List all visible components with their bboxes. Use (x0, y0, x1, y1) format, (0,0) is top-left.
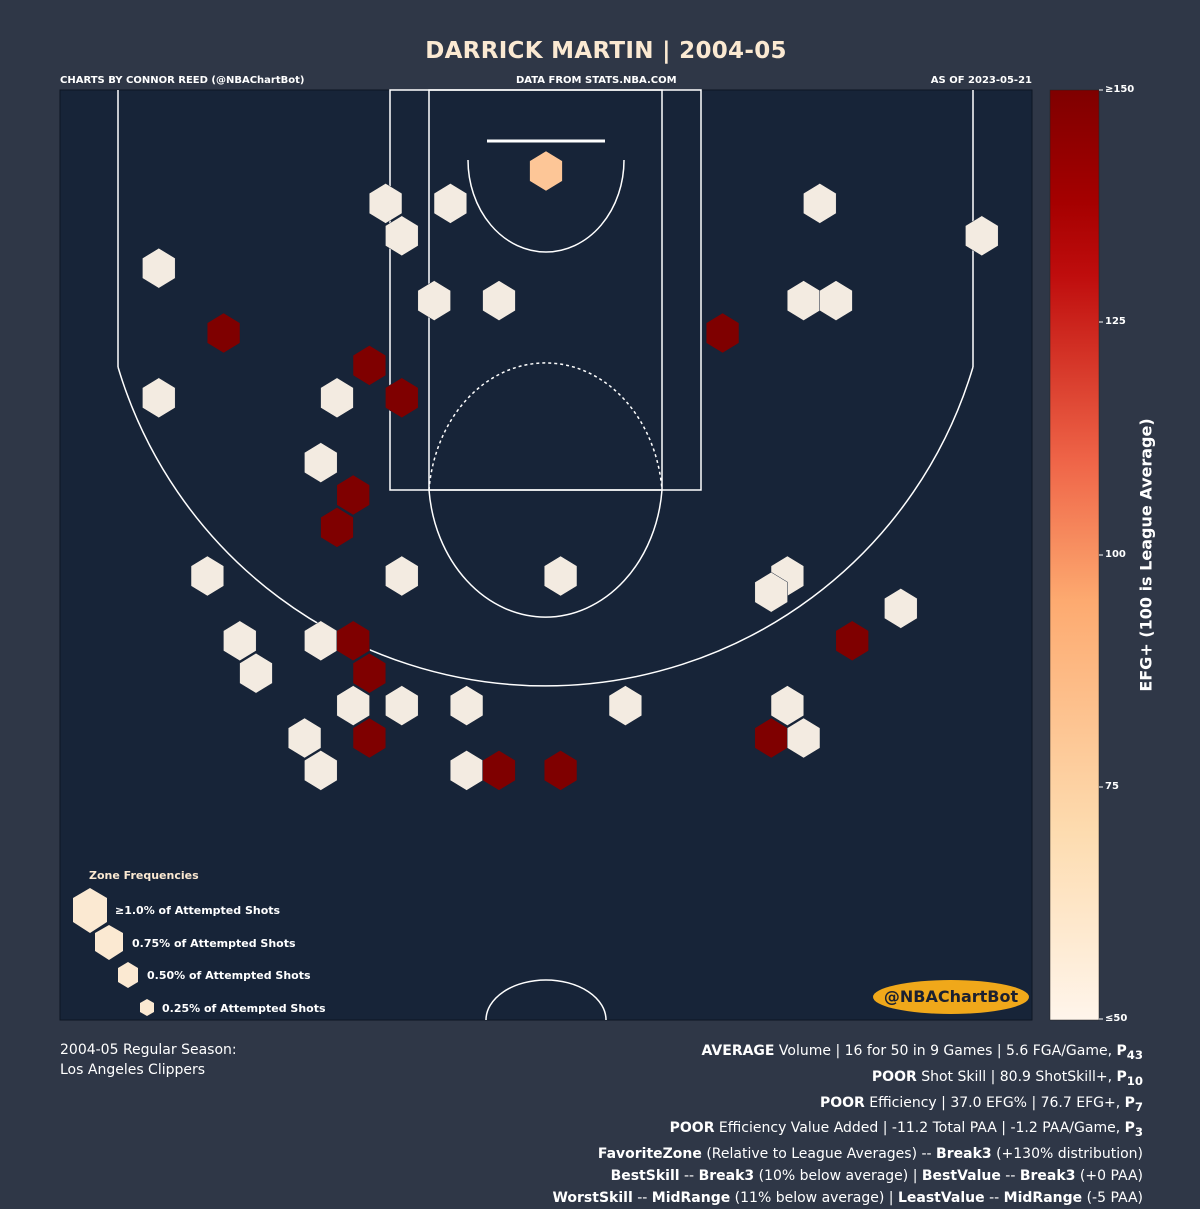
asof-text: AS OF 2023-05-21 (930, 75, 1032, 86)
shot-hex-28 (239, 652, 273, 694)
shot-hex-11 (320, 377, 354, 419)
shot-hex-41 (304, 750, 338, 791)
stat-worst: WorstSkill -- MidRange (11% below averag… (552, 1190, 1143, 1207)
colorbar-tick-100: 100 (1105, 549, 1126, 560)
legend-entry-1: ≥1.0% of Attempted Shots (115, 904, 281, 917)
legend-hex-3 (118, 962, 138, 988)
shot-hex-44 (543, 750, 578, 791)
shot-hex-16 (965, 215, 999, 257)
colorbar-label: EFG+ (100 is League Average) (1136, 418, 1156, 692)
legend-entry-2: 0.75% of Attempted Shots (132, 937, 296, 950)
season-line-2: Los Angeles Clippers (60, 1062, 206, 1078)
stat-value-added: POOR Efficiency Value Added | -11.2 Tota… (669, 1120, 1143, 1140)
hex-layer (142, 150, 999, 791)
shot-hex-25 (884, 588, 918, 629)
shot-hex-10 (385, 377, 419, 419)
legend-hex-4 (140, 999, 154, 1016)
shot-hex-35 (608, 685, 643, 726)
colorbar-tick-75: 75 (1105, 781, 1119, 792)
shot-hex-40 (786, 717, 821, 759)
three-point-arc (117, 366, 974, 687)
shot-hex-14 (320, 507, 354, 548)
colorbar (1049, 89, 1100, 1021)
credit-text: CHARTS BY CONNOR REED (@NBAChartBot) (60, 75, 305, 86)
shot-hex-0 (142, 247, 176, 289)
legend-entry-4: 0.25% of Attempted Shots (162, 1002, 326, 1015)
free-throw-circle-bottom (428, 489, 663, 618)
shot-hex-36 (770, 685, 805, 726)
shot-hex-7 (482, 280, 516, 321)
season-info: 2004-05 Regular Season: Los Angeles Clip… (60, 1040, 237, 1080)
shot-hex-8 (529, 150, 563, 192)
shot-hex-43 (482, 750, 516, 791)
stat-shot-skill: POOR Shot Skill | 80.9 ShotSkill+, P10 (871, 1068, 1143, 1088)
court-background (59, 89, 1033, 1021)
shot-hex-2 (142, 377, 176, 419)
stat-efficiency: POOR Efficiency | 37.0 EFG% | 76.7 EFG+,… (819, 1094, 1143, 1114)
shot-hex-19 (705, 312, 740, 354)
nbachartbot-badge: @NBAChartBot (873, 980, 1029, 1014)
shot-hex-22 (543, 555, 578, 597)
shot-hex-27 (223, 620, 257, 662)
shot-hex-32 (336, 685, 370, 726)
legend-hex-2 (95, 925, 123, 960)
colorbar-tick-50: ≤50 (1105, 1013, 1128, 1024)
shot-hex-9 (352, 345, 387, 386)
shot-hex-38 (352, 717, 387, 759)
shot-hex-20 (190, 555, 225, 597)
shot-hex-24 (754, 571, 788, 613)
shot-hex-13 (336, 474, 370, 516)
source-text: DATA FROM STATS.NBA.COM (516, 75, 677, 86)
stat-favorite-zone: FavoriteZone (Relative to League Average… (597, 1146, 1143, 1163)
shot-hex-5 (385, 215, 419, 257)
legend-entry-3: 0.50% of Attempted Shots (147, 969, 311, 982)
shot-hex-18 (819, 280, 853, 321)
shot-hex-6 (417, 280, 451, 321)
colorbar-ticks (1099, 89, 1103, 1020)
chart-title: DARRICK MARTIN | 2004-05 (425, 38, 787, 64)
shot-hex-1 (206, 312, 241, 354)
shot-hex-30 (336, 620, 370, 662)
legend-title: Zone Frequencies (89, 869, 199, 882)
shot-hex-33 (385, 685, 419, 726)
shot-hex-37 (287, 717, 322, 759)
stat-volume: AVERAGE Volume | 16 for 50 in 9 Games | … (701, 1043, 1143, 1062)
shot-hex-21 (385, 555, 419, 597)
season-line-1: 2004-05 Regular Season: (60, 1042, 237, 1058)
shot-hex-31 (352, 652, 387, 694)
stats-summary: AVERAGE Volume | 16 for 50 in 9 Games | … (552, 1040, 1143, 1209)
shot-hex-4 (433, 183, 468, 224)
stat-best: BestSkill -- Break3 (10% below average) … (610, 1168, 1143, 1185)
legend-hexes (73, 888, 154, 1016)
colorbar-tick-125: 125 (1105, 316, 1126, 327)
shot-hex-34 (449, 685, 484, 726)
shot-hex-15 (803, 183, 837, 224)
restricted-area (467, 159, 625, 253)
center-circle (485, 979, 607, 1021)
legend-hex-1 (73, 888, 107, 933)
free-throw-circle-top (428, 362, 663, 491)
shot-hex-3 (368, 183, 403, 224)
colorbar-tick-150: ≥150 (1105, 84, 1135, 95)
shot-hex-26 (835, 620, 869, 662)
shot-hex-12 (304, 442, 338, 483)
